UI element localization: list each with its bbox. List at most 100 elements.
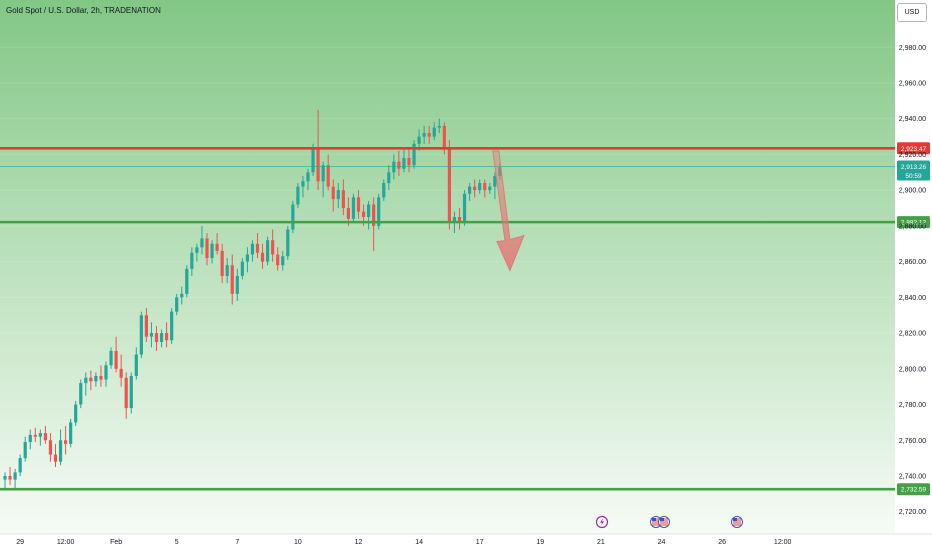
candle-bull — [69, 418, 73, 448]
candle-body — [296, 186, 300, 205]
lightning-icon[interactable] — [595, 515, 609, 529]
candle-bull — [250, 240, 255, 262]
candle-body — [276, 254, 280, 266]
candle-bull — [109, 347, 113, 369]
candle-bull — [437, 118, 441, 134]
candle-body — [69, 422, 73, 444]
candle-bull — [13, 468, 17, 491]
candle-body — [291, 204, 295, 230]
candle-bear — [427, 125, 431, 144]
candle-body — [190, 252, 194, 269]
time-axis-background — [0, 534, 932, 550]
candle-bear — [154, 325, 159, 351]
candle-body — [200, 238, 204, 248]
candle-bull — [377, 193, 381, 230]
chart-title: Gold Spot / U.S. Dollar, 2h, TRADENATION — [6, 6, 161, 15]
candle-body — [159, 333, 164, 343]
candle-bull — [351, 193, 356, 223]
candle-body — [220, 250, 224, 276]
candle-bear — [53, 443, 58, 468]
price-axis-background — [895, 0, 932, 534]
candle-body — [58, 440, 63, 462]
plot-background — [0, 0, 895, 534]
candle-bear — [356, 190, 361, 219]
candle-bear — [255, 233, 260, 259]
candle-bull — [468, 183, 472, 201]
candle-bull — [266, 236, 270, 266]
us-flag-icon[interactable] — [658, 516, 670, 528]
candle-bull — [185, 265, 189, 298]
flag-stripe — [660, 522, 668, 524]
projection-arrow[interactable] — [492, 150, 525, 272]
candle-bear — [276, 247, 280, 271]
candle-body — [215, 243, 219, 251]
y-tick-label: 2,740.00 — [899, 473, 926, 480]
candle-body — [64, 440, 68, 444]
candle-bull — [235, 268, 239, 301]
candle-bull — [281, 250, 285, 271]
currency-button[interactable]: USD — [897, 3, 927, 22]
candle-bull — [245, 247, 249, 273]
candle-body — [341, 190, 345, 209]
candle-body — [230, 265, 234, 294]
candle-body — [311, 147, 315, 173]
candle-bear — [316, 109, 320, 191]
x-tick-label: 12 — [355, 539, 363, 546]
candle-bear — [407, 147, 411, 173]
candle-bull — [84, 372, 88, 396]
x-tick-label: 17 — [476, 539, 484, 546]
candle-body — [134, 354, 138, 376]
x-tick-label: 26 — [718, 539, 726, 546]
candle-bull — [149, 322, 154, 348]
candle-body — [8, 475, 12, 480]
x-tick-label: 5 — [175, 539, 179, 546]
y-tick-label: 2,820.00 — [899, 331, 926, 338]
flag-canton — [733, 518, 737, 522]
candle-bull — [392, 154, 396, 180]
candle-body — [33, 434, 37, 437]
candle-body — [397, 161, 401, 169]
candle-body — [432, 127, 436, 137]
candle-bull — [296, 183, 300, 209]
candle-bull — [286, 225, 290, 260]
level-price-badge — [897, 142, 930, 155]
candle-body — [483, 183, 487, 191]
candle-bull — [422, 125, 426, 144]
candle-body — [18, 458, 22, 473]
candle-bear — [119, 354, 123, 387]
us-flag-icon[interactable] — [731, 516, 743, 528]
flag-canton — [660, 518, 664, 522]
candle-bear — [165, 322, 169, 348]
candle-bull — [190, 247, 194, 276]
candle-body — [114, 350, 118, 369]
candle-bear — [114, 336, 118, 373]
candle-body — [442, 125, 446, 148]
candle-bear — [99, 365, 103, 387]
candle-body — [255, 243, 260, 253]
level-price-label: 2,732.59 — [901, 487, 927, 494]
candle-body — [447, 147, 451, 223]
candle-body — [195, 247, 199, 253]
candle-body — [260, 252, 265, 262]
candle-bear — [397, 150, 401, 176]
candle-body — [225, 265, 229, 276]
candle-bull — [306, 168, 310, 191]
candle-body — [48, 440, 53, 455]
candle-bull — [139, 311, 143, 359]
candle-bear — [447, 140, 451, 230]
candle-body — [109, 350, 113, 366]
candle-body — [321, 165, 325, 182]
level-price-badge — [897, 483, 930, 496]
candle-bear — [124, 372, 128, 419]
candle-bull — [58, 429, 63, 466]
x-tick-label: 12:00 — [57, 539, 75, 546]
candle-body — [488, 186, 492, 191]
candle-body — [28, 434, 32, 443]
candle-bull — [18, 454, 22, 476]
candle-bull — [74, 400, 78, 426]
candle-body — [79, 383, 83, 405]
candle-bull — [159, 329, 164, 348]
candle-bull — [382, 179, 386, 201]
